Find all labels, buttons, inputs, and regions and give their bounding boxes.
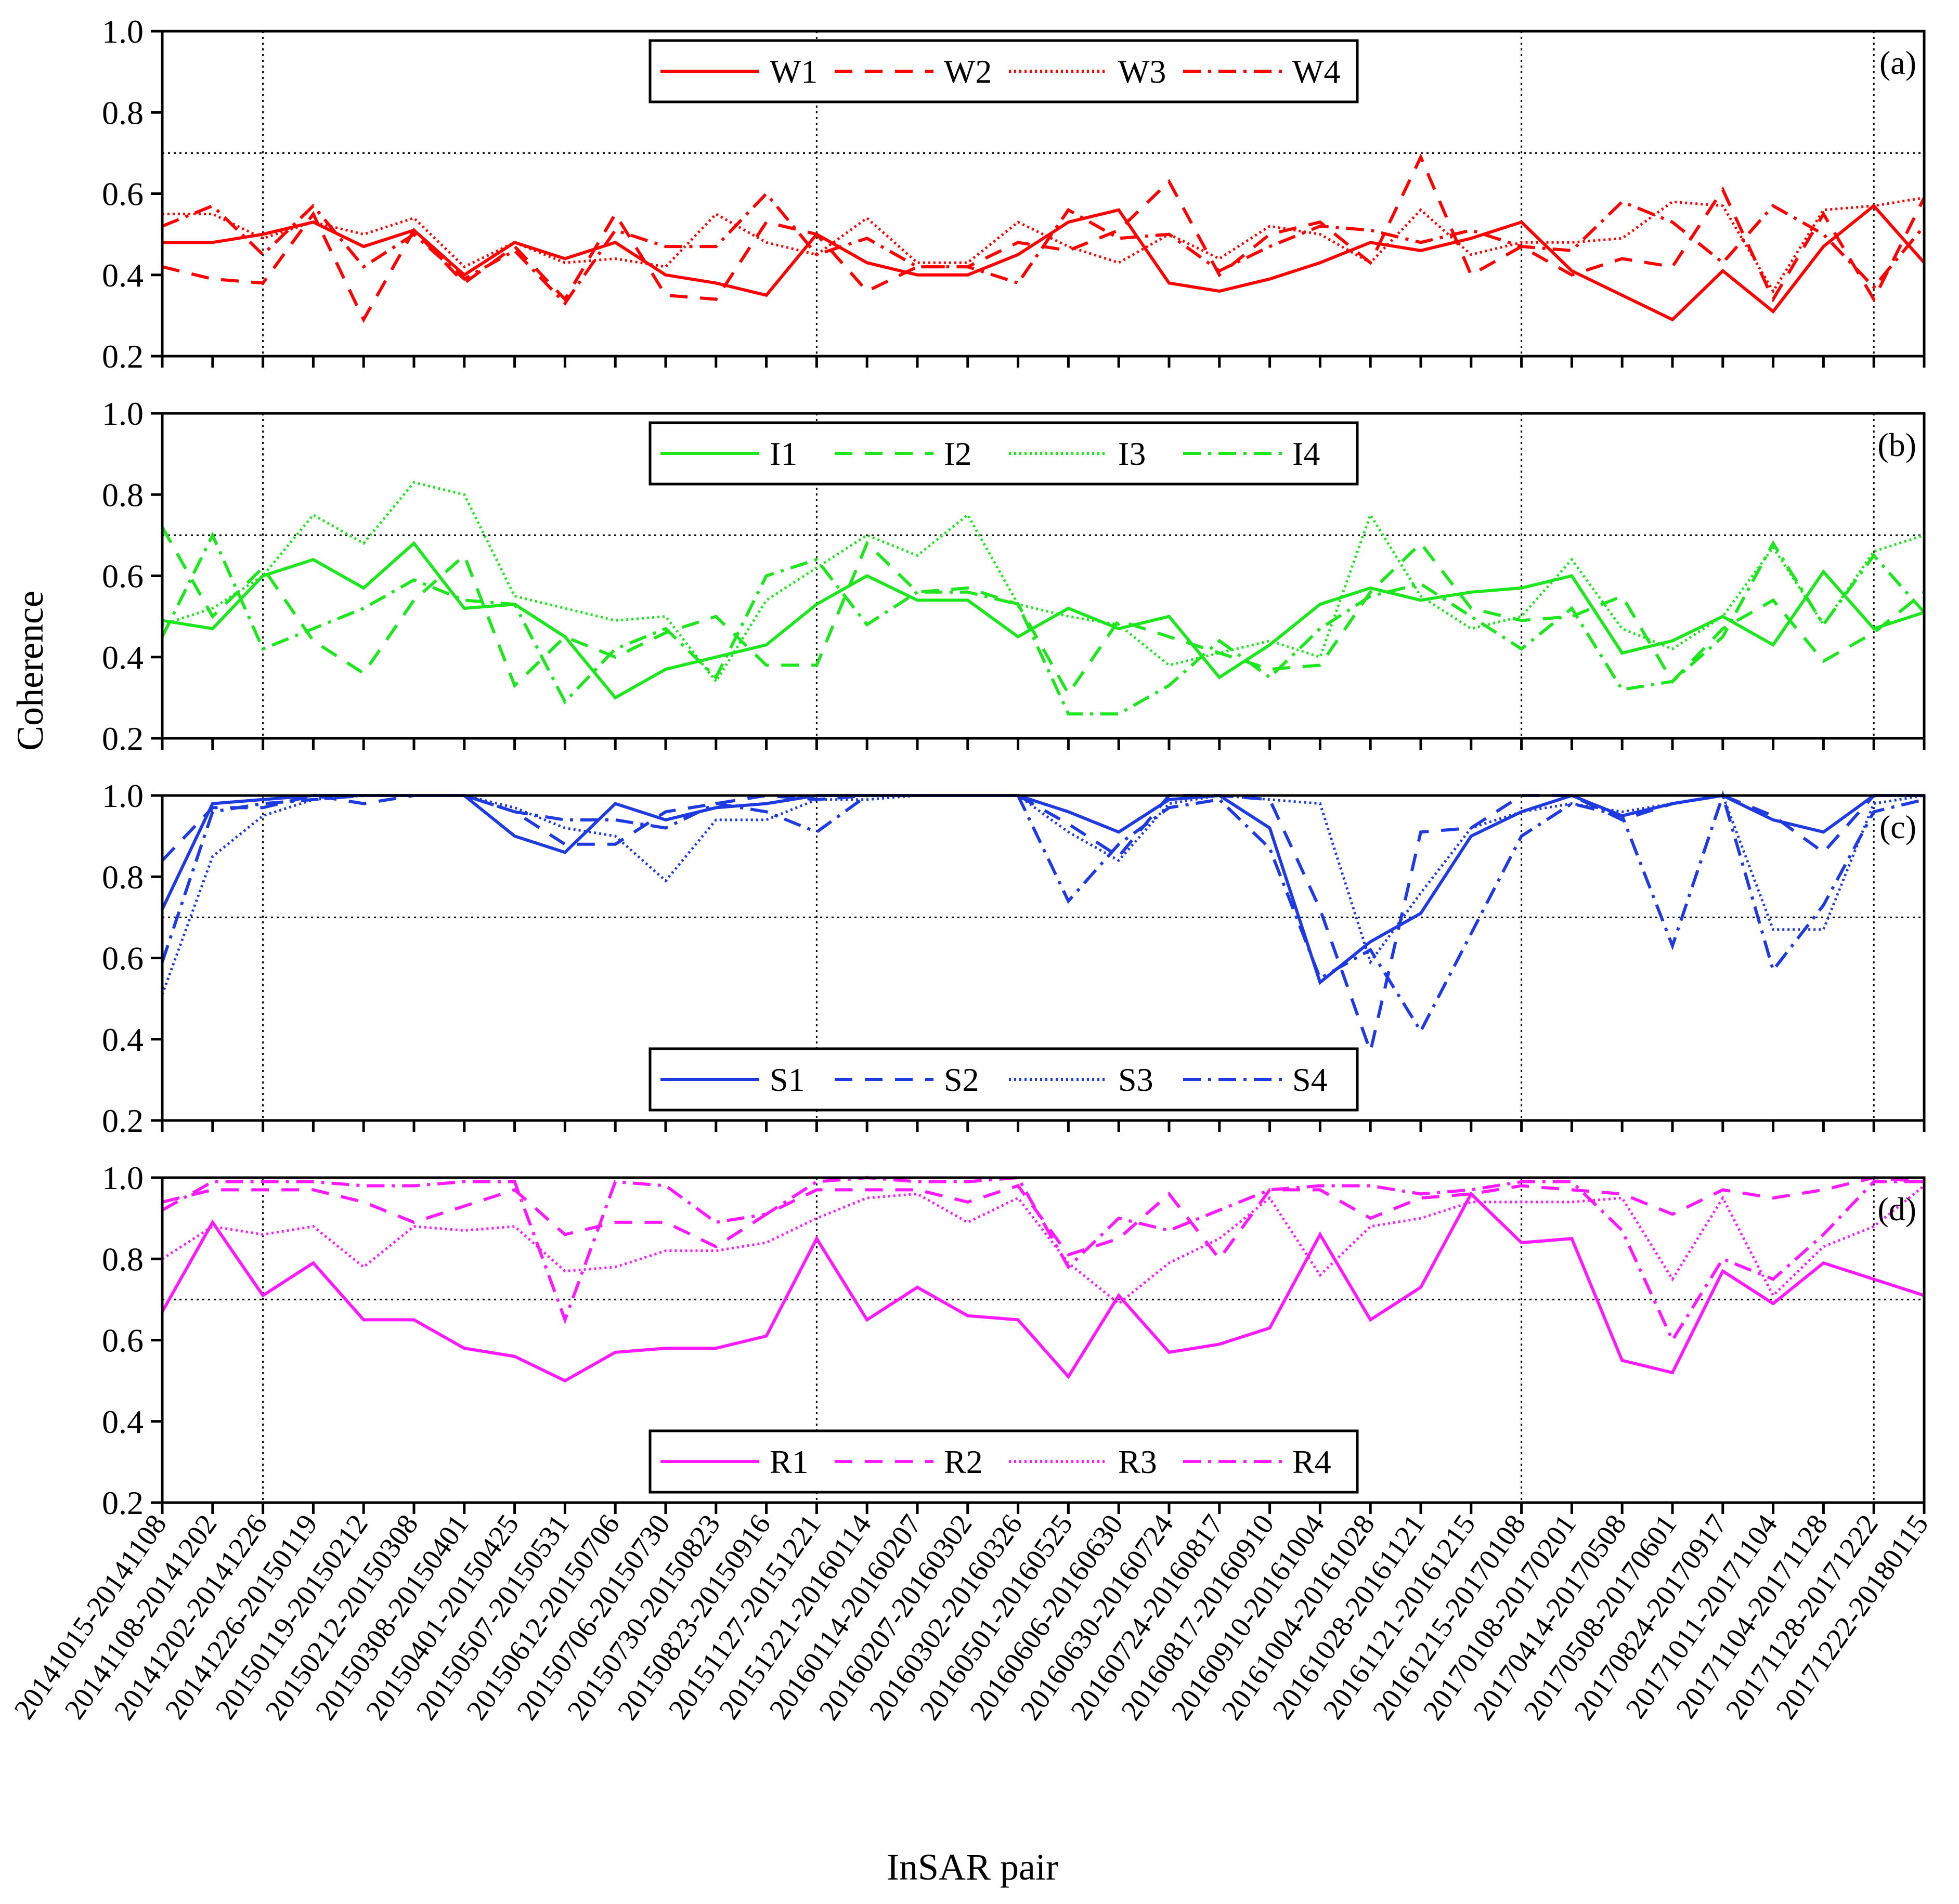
legend-label-w3: W3 — [1118, 53, 1166, 90]
y-tick-label: 1.0 — [102, 13, 144, 50]
y-tick-label: 1.0 — [102, 777, 144, 814]
y-tick-label: 0.8 — [102, 1241, 144, 1277]
series-line-w1 — [162, 203, 1926, 322]
legend-label-s2: S2 — [944, 1061, 979, 1098]
y-tick-label: 0.4 — [102, 639, 144, 676]
x-axis-title: InSAR pair — [887, 1846, 1058, 1888]
series-line-r1 — [161, 1191, 1925, 1383]
legend: R1 R2 R3 R4 — [648, 1429, 1359, 1494]
panel-label: (c) — [1879, 808, 1916, 845]
x-axis-ticks: 20141015-2014110820141108-20141202201412… — [8, 1509, 1935, 1726]
legend-box — [648, 1429, 1359, 1494]
legend-box — [648, 39, 1359, 103]
panel-c: 0.2 0.4 0.6 0.8 1.0 (c) S1 S2 S3 S4 — [102, 777, 1926, 1139]
chart-panels: 0.2 0.4 0.6 0.8 1.0 (a) W1 W2 W3 W4 0.2 0.4 0.6 0.8 1.… — [102, 13, 1926, 1521]
legend-label-w1: W1 — [770, 53, 818, 90]
y-tick-label: 0.6 — [102, 558, 144, 595]
y-tick-label: 0.4 — [102, 257, 144, 294]
series-line-w4 — [161, 191, 1926, 306]
legend-label-r1: R1 — [770, 1443, 809, 1480]
legend-label-i4: I4 — [1292, 435, 1320, 472]
legend-label-w4: W4 — [1292, 53, 1340, 90]
legend-label-i2: I2 — [944, 435, 971, 472]
panel-label: (a) — [1879, 44, 1916, 81]
series-line-i4 — [161, 531, 1926, 716]
legend-box — [648, 1047, 1359, 1112]
series-line-r2 — [162, 1176, 1925, 1262]
y-tick-label: 0.4 — [102, 1021, 144, 1058]
y-tick-label: 0.2 — [102, 720, 144, 757]
y-tick-label: 1.0 — [102, 395, 144, 432]
legend-label-r2: R2 — [944, 1443, 983, 1480]
y-tick-label: 0.6 — [102, 940, 144, 977]
panel-b: 0.2 0.4 0.6 0.8 1.0 (b) I1 I2 I3 I4 — [102, 395, 1926, 757]
y-tick-label: 1.0 — [102, 1159, 144, 1196]
series-line-r3 — [161, 1184, 1925, 1306]
panel-label: (b) — [1877, 426, 1916, 463]
series-line-i3 — [162, 481, 1925, 684]
y-tick-label: 0.6 — [102, 176, 144, 213]
legend-label-s4: S4 — [1292, 1061, 1328, 1098]
y-tick-label: 0.8 — [102, 94, 144, 131]
series-line-r4 — [161, 1176, 1924, 1344]
legend-label-r4: R4 — [1292, 1443, 1331, 1480]
legend-label-r3: R3 — [1118, 1443, 1157, 1480]
legend-label-i3: I3 — [1118, 435, 1146, 472]
panel-a: 0.2 0.4 0.6 0.8 1.0 (a) W1 W2 W3 W4 — [102, 13, 1926, 375]
y-axis-title: Coherence — [9, 591, 51, 751]
y-tick-label: 0.2 — [102, 1484, 144, 1521]
y-tick-label: 0.6 — [102, 1322, 144, 1359]
panel-d: 0.2 0.4 0.6 0.8 1.0 (d) R1 R2 R3 R4 — [102, 1159, 1926, 1521]
y-tick-label: 0.8 — [102, 476, 144, 513]
legend-label-s3: S3 — [1118, 1061, 1153, 1098]
legend: S1 S2 S3 S4 — [648, 1047, 1359, 1112]
legend-box — [648, 421, 1359, 486]
legend-label-w2: W2 — [944, 53, 992, 90]
legend: W1 W2 W3 W4 — [648, 39, 1359, 103]
y-tick-label: 0.4 — [102, 1403, 144, 1440]
y-tick-label: 0.2 — [102, 338, 144, 375]
legend-label-i1: I1 — [770, 435, 797, 472]
panel-label: (d) — [1877, 1191, 1916, 1228]
y-tick-label: 0.2 — [102, 1102, 144, 1139]
legend-label-s1: S1 — [770, 1061, 805, 1098]
legend: I1 I2 I3 I4 — [648, 421, 1359, 486]
y-tick-label: 0.8 — [102, 858, 144, 895]
series-line-i2 — [161, 526, 1925, 697]
